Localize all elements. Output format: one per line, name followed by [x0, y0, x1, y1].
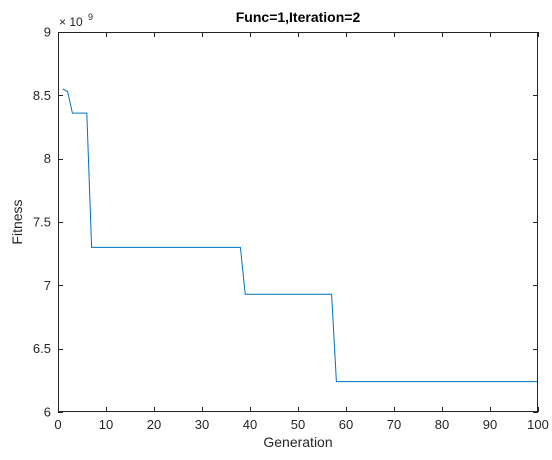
x-tick-label: 80 [435, 417, 449, 432]
x-tick-label: 50 [291, 417, 305, 432]
x-tick-label: 20 [147, 417, 161, 432]
x-tick-label: 0 [54, 417, 61, 432]
y-tick-label: 7 [44, 278, 51, 293]
x-tick-label: 90 [483, 417, 497, 432]
y-tick-label: 6.5 [33, 341, 51, 356]
y-tick-label: 6 [44, 405, 51, 420]
chart-title: Func=1,Iteration=2 [236, 9, 361, 25]
y-tick-label: 8 [44, 151, 51, 166]
plot-area [58, 32, 538, 412]
y-tick-label: 9 [44, 25, 51, 40]
x-tick-label: 10 [99, 417, 113, 432]
x-tick-label: 70 [387, 417, 401, 432]
x-tick-label: 100 [527, 417, 549, 432]
x-tick-label: 60 [339, 417, 353, 432]
series-layer [62, 88, 538, 383]
x-axis-label: Generation [263, 434, 332, 450]
y-exponent-power: 9 [88, 12, 93, 22]
y-tick-label: 7.5 [33, 215, 51, 230]
y-axis-label: Fitness [9, 199, 25, 244]
tick-layer: 0 10 20 30 40 50 60 70 80 90 100 6 6.5 7 7.5 8 8.5 9 [33, 25, 549, 433]
y-exponent-base: × 10 [59, 15, 83, 29]
x-tick-label: 30 [195, 417, 209, 432]
series-line-0 [62, 88, 538, 383]
y-axis-exponent: × 10 9 [59, 12, 93, 29]
plot-border [58, 32, 538, 412]
x-tick-label: 40 [243, 417, 257, 432]
y-tick-label: 8.5 [33, 88, 51, 103]
